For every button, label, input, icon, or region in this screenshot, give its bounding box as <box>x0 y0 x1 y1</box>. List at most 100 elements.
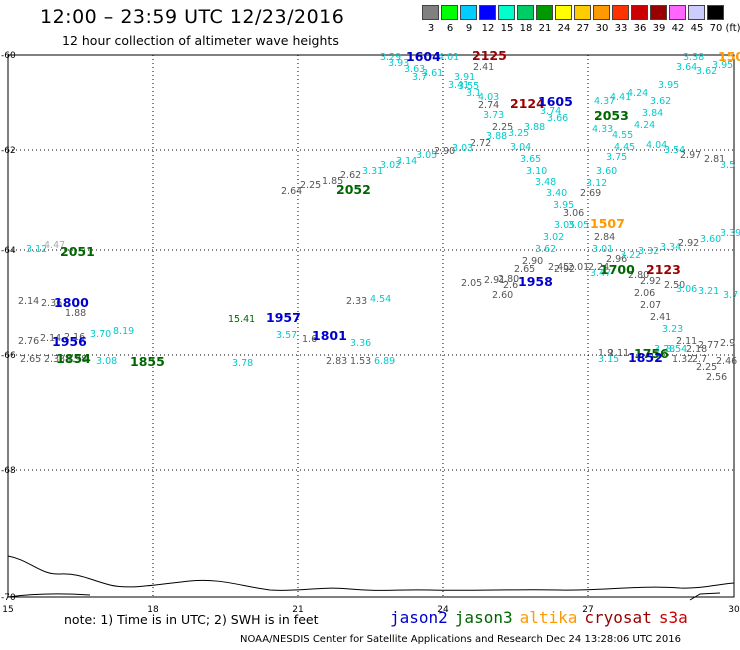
wave-height-value: 2.25 <box>696 362 717 373</box>
pass-time-label: 1958 <box>518 274 553 289</box>
wave-height-value: 3.34 <box>660 242 681 253</box>
wave-height-value: 3.60 <box>700 234 721 245</box>
wave-height-value: 2.45 <box>548 262 569 273</box>
wave-height-value: 2.90 <box>522 256 543 267</box>
pass-time-label: 2125 <box>472 48 507 63</box>
scale-label: 9 <box>465 23 473 34</box>
wave-height-value: 3.01 <box>592 244 613 255</box>
scale-swatch <box>498 5 515 20</box>
wave-height-value: 3.12 <box>26 244 47 255</box>
scale-label: 30 <box>595 23 609 34</box>
wave-height-value: 3.02 <box>543 232 564 243</box>
wave-height-value: 2.96 <box>606 254 627 265</box>
wave-height-value: 3.12 <box>586 178 607 189</box>
satellite-legend-item: s3a <box>658 608 688 627</box>
wave-height-value: 2.25 <box>492 122 513 133</box>
wave-height-value: 2.14 <box>18 296 39 307</box>
wave-height-value: 4.41 <box>610 92 631 103</box>
wave-height-observations: 3.293.933.633.614.013.72.413.913.413.553… <box>18 52 740 383</box>
wave-height-value: 4.04 <box>646 140 667 151</box>
pass-time-label: 1957 <box>266 310 301 325</box>
wave-height-value: 3.65 <box>520 154 541 165</box>
longitude-label: 27 <box>582 605 593 615</box>
wave-height-value: 2.41 <box>473 62 494 73</box>
wave-height-value: 4.54 <box>370 294 391 305</box>
wave-height-value: 4.45 <box>614 142 635 153</box>
scale-swatch <box>593 5 610 20</box>
wave-height-value: 2.06 <box>634 288 655 299</box>
wave-height-value: 3.39 <box>720 228 740 239</box>
grid-lines <box>8 55 734 597</box>
wave-height-value: 2.05 <box>461 278 482 289</box>
pass-time-label: 2051 <box>60 244 95 259</box>
scale-swatch <box>479 5 496 20</box>
wave-height-value: 3.03 <box>452 143 473 154</box>
pass-time-label: 2123 <box>646 262 681 277</box>
scale-swatch <box>441 5 458 20</box>
wave-height-value: 3.74 <box>540 106 561 117</box>
wave-height-value: 3.04 <box>510 142 531 153</box>
longitude-label: 30 <box>728 605 740 615</box>
wave-height-value: 3.40 <box>546 188 567 199</box>
wave-height-value: 2.50 <box>664 280 685 291</box>
wave-height-value: 15.41 <box>228 314 255 325</box>
wave-height-value: 3.29 <box>380 52 401 63</box>
longitude-label: 24 <box>437 605 449 615</box>
wave-height-value: 2.65 <box>514 264 535 275</box>
wave-height-value: 2.92 <box>640 276 661 287</box>
latitude-label: -60 <box>1 51 16 61</box>
longitude-label: 15 <box>2 605 13 615</box>
wave-height-value: 3.75 <box>606 152 627 163</box>
wave-height-value: 3.64 <box>676 62 697 73</box>
wave-height-value: 2.76 <box>18 336 39 347</box>
latitude-label: -70 <box>1 593 16 603</box>
wave-height-value: 4.24 <box>627 88 648 99</box>
wave-height-value: 2.6 <box>503 280 518 291</box>
wave-height-value: 2.36 <box>41 298 62 309</box>
scale-swatch <box>669 5 686 20</box>
wave-height-value: 3.10 <box>526 166 547 177</box>
pass-time-label: 2124 <box>510 96 545 111</box>
wave-height-value: 3.62 <box>696 66 717 77</box>
wave-height-value: 3.28 <box>654 344 675 355</box>
wave-height-value: 2.64 <box>281 186 302 197</box>
wave-height-value: 4.37 <box>594 96 615 107</box>
longitude-label: 21 <box>292 605 303 615</box>
wave-height-value: 2.62 <box>340 170 361 181</box>
scale-label: 42 <box>671 23 685 34</box>
wave-height-value: 2.77 <box>698 340 719 351</box>
wave-height-value: 3.95 <box>553 200 574 211</box>
wave-height-value: 3.06 <box>563 208 584 219</box>
wave-height-value: 2.84 <box>594 232 615 243</box>
wave-height-value: 3.73 <box>483 110 504 121</box>
wave-height-value: 3.41 <box>448 80 469 91</box>
scale-label: 70 <box>709 23 723 34</box>
wave-height-value: 3.25 <box>508 128 529 139</box>
satellite-legend-item: jason3 <box>454 608 513 627</box>
pass-time-label: 1605 <box>538 94 573 109</box>
wave-height-value: 3.02 <box>380 160 401 171</box>
wave-height-value: 4.01 <box>438 52 459 63</box>
satellite-legend-item: cryosat <box>584 608 652 627</box>
latitude-labels: -60 -62 -64 -66 -68 -70 <box>1 51 16 603</box>
wave-height-value: 2.65 <box>20 354 41 365</box>
wave-height-value: 4.47 <box>44 240 65 251</box>
wave-height-value: 3.55 <box>458 81 479 92</box>
wave-height-value: 3.62 <box>535 244 556 255</box>
scale-label: 18 <box>519 23 533 34</box>
latitude-label: -66 <box>1 351 16 361</box>
wave-height-value: 1.53 <box>350 356 371 367</box>
wave-height-value: 3.14 <box>396 156 417 167</box>
wave-height-value: 2.90 <box>434 146 455 157</box>
wave-height-value: 2.80 <box>498 274 519 285</box>
wave-height-value: 3.08 <box>96 356 117 367</box>
pass-time-label: 1801 <box>312 328 347 343</box>
wave-height-value: 2.9 <box>720 338 735 349</box>
wave-height-value: 1.88 <box>65 308 86 319</box>
scale-unit: (ft) <box>725 23 740 34</box>
wave-height-value: 3.54 <box>666 344 687 355</box>
pass-time-label: 1855 <box>130 354 165 369</box>
scale-label: 36 <box>633 23 647 34</box>
scale-label: 39 <box>652 23 666 34</box>
